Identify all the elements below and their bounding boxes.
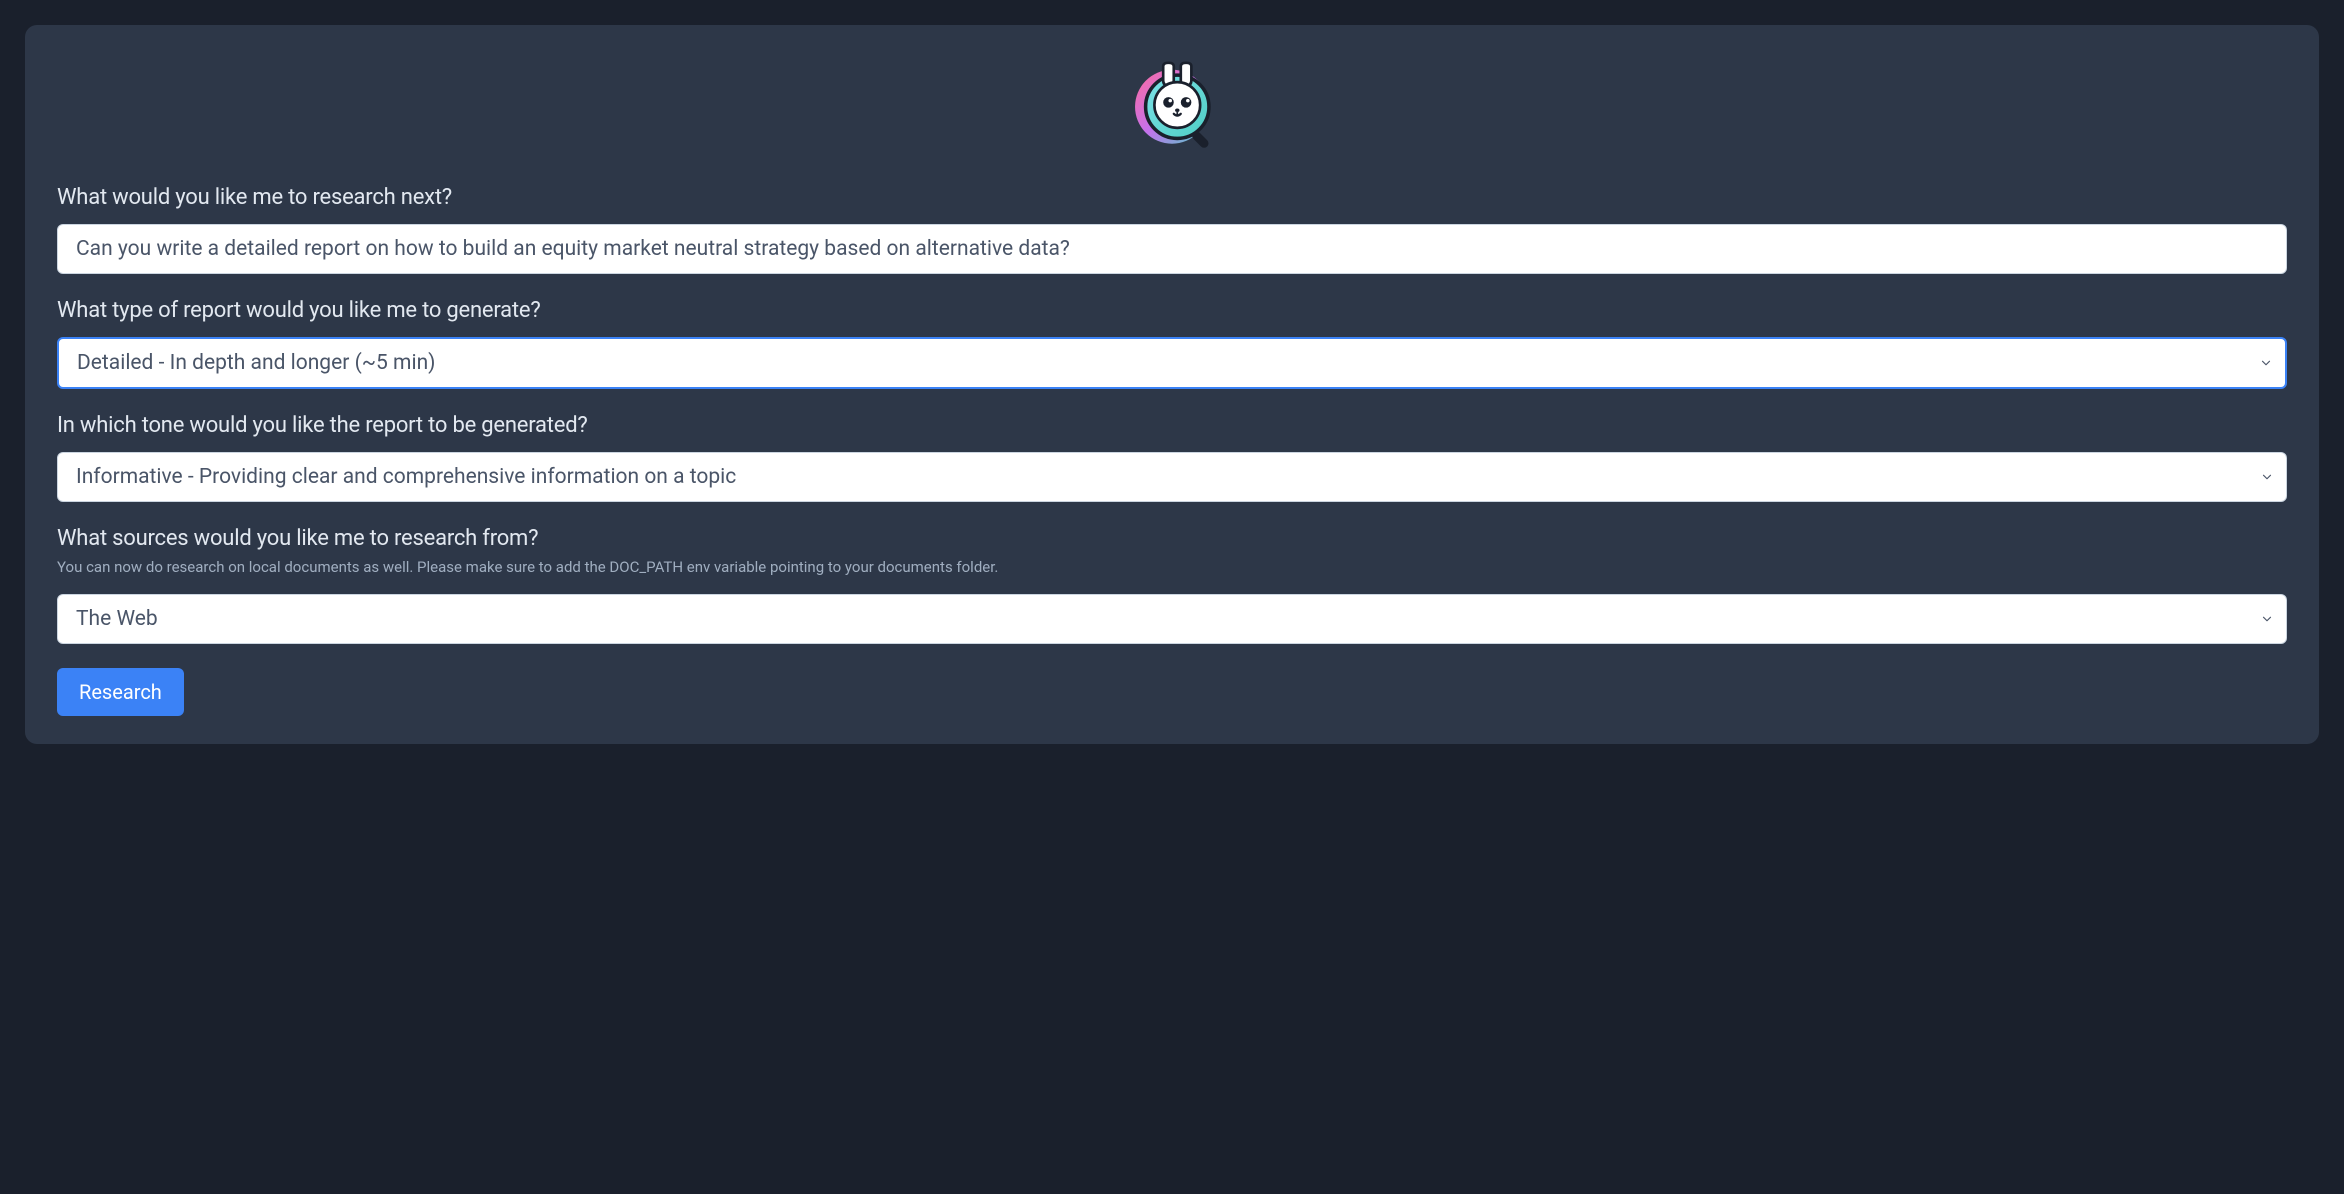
tone-group: In which tone would you like the report …	[57, 413, 2287, 502]
tone-label: In which tone would you like the report …	[57, 413, 2287, 438]
sources-select[interactable]: The Web	[57, 594, 2287, 644]
sources-help-text: You can now do research on local documen…	[57, 558, 2287, 576]
question-group: What would you like me to research next?	[57, 185, 2287, 274]
logo-wrapper	[57, 61, 2287, 149]
sources-label: What sources would you like me to resear…	[57, 526, 2287, 551]
question-input[interactable]	[57, 224, 2287, 274]
tone-select[interactable]: Informative - Providing clear and compre…	[57, 452, 2287, 502]
research-form-card: What would you like me to research next?…	[25, 25, 2319, 744]
report-type-select[interactable]: Detailed - In depth and longer (~5 min)	[57, 337, 2287, 389]
sources-group: What sources would you like me to resear…	[57, 526, 2287, 644]
question-label: What would you like me to research next?	[57, 185, 2287, 210]
research-button[interactable]: Research	[57, 668, 184, 716]
app-logo-icon	[1128, 61, 1216, 149]
report-type-group: What type of report would you like me to…	[57, 298, 2287, 389]
report-type-label: What type of report would you like me to…	[57, 298, 2287, 323]
